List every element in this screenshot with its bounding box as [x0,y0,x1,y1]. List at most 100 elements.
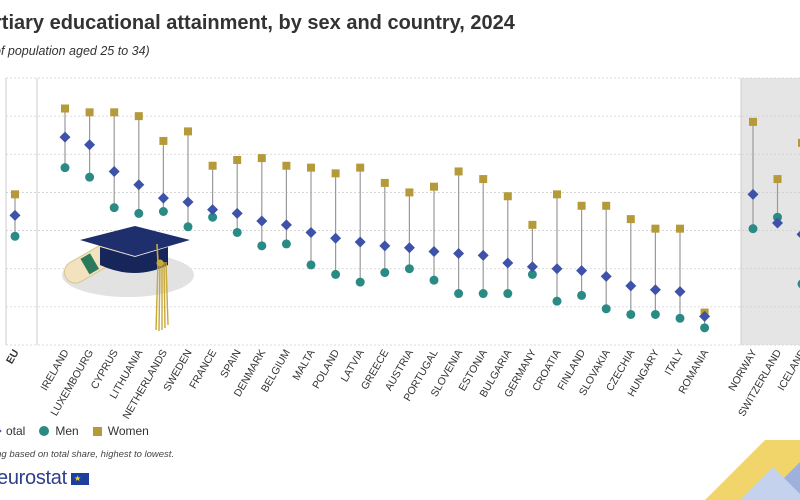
men-point [454,289,464,299]
legend-item-women: Women [92,424,149,438]
legend-item-men: Men [39,424,79,438]
women-point [380,178,389,187]
total-point [207,204,219,216]
women-point [331,169,340,178]
total-point [625,280,637,292]
men-point [331,269,341,279]
women-point [602,201,611,210]
x-tick-label: EU [4,348,22,367]
women-point [773,175,782,184]
legend-label-men: Men [55,424,79,438]
men-point [183,222,193,232]
women-point [85,108,94,117]
men-point [134,208,144,218]
men-point [10,231,20,241]
men-point [355,277,365,287]
men-point [60,163,70,173]
total-point [699,310,711,322]
women-point [61,104,69,113]
men-point [773,212,782,222]
women-point [11,190,19,199]
eu-flag-icon: ★ [71,473,89,485]
men-point [601,304,611,314]
women-point [651,224,660,233]
men-point [748,224,758,234]
men-point [650,309,660,319]
total-point [108,165,120,177]
men-point [503,289,513,299]
women-point [356,163,365,172]
legend-label-women: Women [107,424,149,438]
women-point [233,156,242,165]
legend-label-total: otal [6,424,26,438]
total-point [796,230,800,238]
women-point [208,161,217,170]
men-point [797,279,800,289]
men-point [626,309,636,319]
total-point [133,179,145,191]
men-point [85,172,95,182]
women-point [110,108,119,117]
corner-decoration [705,440,800,500]
total-point [305,226,317,238]
men-point [257,241,267,251]
women-point [553,190,561,199]
total-point [649,284,661,296]
men-point [552,296,562,306]
total-point [354,236,366,248]
women-point [257,154,266,163]
total-point [428,246,440,258]
men-point [404,264,414,274]
total-point [157,192,169,204]
women-point [184,127,192,136]
x-tick-label: ITALY [662,348,686,378]
men-point [232,227,242,237]
total-point [330,232,342,244]
women-point [282,161,291,170]
women-point [749,117,757,126]
total-point [600,270,612,282]
men-point [478,289,488,299]
total-point [84,139,96,151]
legend-circle-marker [39,426,50,436]
total-point [502,257,514,269]
chart-subtitle: of population aged 25 to 34) [0,44,150,58]
women-point [528,220,537,229]
total-point [576,265,588,277]
total-point [551,263,563,275]
footnote: ing based on total share, highest to low… [0,449,175,460]
men-point [700,323,710,333]
total-point [453,247,465,259]
women-point [626,215,635,224]
total-point [280,219,292,231]
women-point [405,188,414,197]
eurostat-logo: eurostat [0,467,67,489]
men-point [158,207,168,216]
men-point [380,268,390,278]
men-point [527,269,537,279]
total-point [747,188,759,200]
women-point [503,192,512,201]
women-point [676,224,684,233]
women-point [454,167,463,176]
total-point [9,209,21,221]
women-point [307,163,315,172]
total-point [772,217,783,229]
legend: otal Men Women [0,424,163,438]
total-point [403,242,415,254]
total-point [231,207,243,219]
total-point [674,286,686,298]
women-point [159,136,168,145]
women-point [134,112,143,121]
men-point [208,212,218,222]
total-point [256,215,268,227]
women-point [479,175,488,184]
legend-item-total: otal [0,424,25,438]
women-point [798,138,800,147]
men-point [577,290,587,300]
graduation-cap-icon [62,226,194,332]
men-point [675,313,685,323]
women-point [577,201,586,210]
total-point [379,240,391,252]
